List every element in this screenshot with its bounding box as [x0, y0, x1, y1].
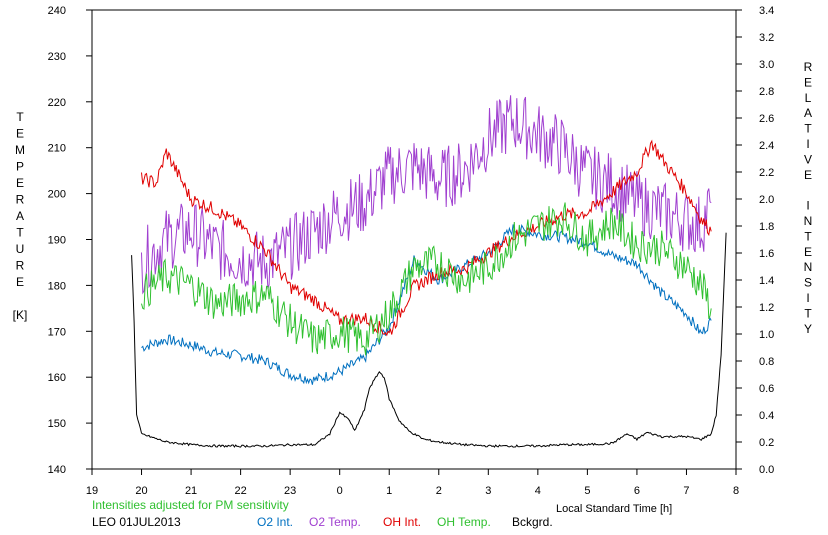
axis-label-letter: V	[804, 152, 812, 166]
y-right-tick-label: 0.6	[759, 383, 774, 395]
ticks-layer: 19 20 21 22 23 0 1 2 3 4 5 6 7 8140150160170180190200…	[48, 5, 775, 497]
y-left-tick-label: 240	[48, 5, 66, 17]
y-left-tick-label: 210	[48, 143, 66, 155]
legend-oh-int: OH Int.	[383, 515, 421, 529]
x-tick-label: 3	[485, 485, 491, 497]
y-right-tick-label: 0.8	[759, 356, 774, 368]
axis-label-letter: E	[804, 75, 812, 89]
series-oh-int	[141, 139, 712, 337]
plot-frame	[91, 9, 737, 470]
x-tick-label: 6	[634, 485, 640, 497]
axis-label-letter: A	[16, 209, 24, 223]
axis-label-letter: E	[16, 176, 24, 190]
x-tick-label: 7	[683, 485, 689, 497]
axis-label-letter: E	[804, 168, 812, 182]
axis-label-letter: I	[806, 137, 809, 151]
y-right-tick-label: 3.4	[759, 5, 774, 17]
y-right-tick-label: 1.0	[759, 329, 774, 341]
y-right-tick-label: 0.0	[759, 464, 774, 476]
y-right-tick-label: 2.6	[759, 113, 774, 125]
y-right-tick-label: 3.2	[759, 32, 774, 44]
y-right-tick-label: 1.2	[759, 302, 774, 314]
axis-label-letter: U	[16, 242, 25, 256]
legend-o2-int: O2 Int.	[257, 515, 293, 529]
axis-label-letter: T	[16, 226, 24, 240]
x-axis-label: Local Standard Time [h]	[556, 503, 672, 515]
y-left-tick-label: 150	[48, 418, 66, 430]
y-right-tick-label: 1.6	[759, 248, 774, 260]
x-tick-label: 22	[234, 485, 246, 497]
x-tick-label: 0	[337, 485, 343, 497]
x-tick-label: 21	[185, 485, 197, 497]
y-left-tick-label: 190	[48, 235, 66, 247]
x-tick-label: 1	[386, 485, 392, 497]
axis-label-letter: R	[804, 60, 813, 74]
y-right-tick-label: 0.4	[759, 410, 774, 422]
axis-label-letter: I	[806, 291, 809, 305]
legend: O2 Int. O2 Temp. OH Int. OH Temp. Bckgrd…	[257, 515, 553, 529]
sensitivity-note: Intensities adjusted for PM sensitivity	[92, 498, 289, 512]
legend-o2-temp: O2 Temp.	[309, 515, 361, 529]
station-date-label: LEO 01JUL2013	[92, 515, 181, 529]
x-tick-label: 19	[86, 485, 98, 497]
axis-label-letter: E	[16, 275, 24, 289]
y-left-tick-label: 230	[48, 51, 66, 63]
y-left-tick-label: 180	[48, 280, 66, 292]
y-right-tick-label: 2.8	[759, 86, 774, 98]
y-left-tick-label: 140	[48, 464, 66, 476]
axis-label-letter: S	[804, 276, 812, 290]
y-right-tick-label: 0.2	[759, 437, 774, 449]
axis-label-letter: I	[806, 199, 809, 213]
legend-oh-temp: OH Temp.	[437, 515, 491, 529]
y-left-tick-label: 220	[48, 97, 66, 109]
series-oh-temp	[141, 202, 712, 356]
axis-label-letter: T	[804, 229, 812, 243]
axis-label-letter: T	[804, 122, 812, 136]
axis-label-letter: E	[16, 127, 24, 141]
y-right-tick-label: 3.0	[759, 59, 774, 71]
x-tick-label: 20	[135, 485, 147, 497]
y-left-tick-label: 160	[48, 372, 66, 384]
x-tick-label: 4	[535, 485, 541, 497]
axis-label-letter: N	[804, 214, 813, 228]
axis-label-letter: R	[16, 259, 25, 273]
series-bckgrd	[131, 232, 727, 448]
x-tick-label: 23	[284, 485, 296, 497]
legend-bckgrd: Bckgrd.	[512, 515, 553, 529]
axis-label-letter: E	[804, 245, 812, 259]
x-tick-label: 5	[584, 485, 590, 497]
y-left-tick-label: 170	[48, 326, 66, 338]
y-right-tick-label: 2.2	[759, 167, 774, 179]
axis-label-letter: N	[804, 260, 813, 274]
y-right-tick-label: 1.8	[759, 221, 774, 233]
axis-label-letter: M	[15, 143, 25, 157]
axis-label-letter: L	[805, 91, 812, 105]
series-o2-temp	[141, 95, 712, 295]
y-left-tick-label: 200	[48, 189, 66, 201]
x-tick-label: 8	[733, 485, 739, 497]
axis-label-letter: P	[16, 160, 24, 174]
series-layer	[131, 95, 727, 448]
axis-label-letter: R	[16, 193, 25, 207]
axis-label-letter: Y	[804, 322, 812, 336]
series-o2-int	[141, 224, 712, 385]
y-right-tick-label: 1.4	[759, 275, 774, 287]
axis-label-letter: T	[16, 110, 24, 124]
x-tick-label: 2	[436, 485, 442, 497]
axis-label-letter: T	[804, 306, 812, 320]
y-right-tick-label: 2.0	[759, 194, 774, 206]
axis-label-letter: [K]	[13, 308, 28, 322]
y-right-tick-label: 2.4	[759, 140, 774, 152]
axis-label-letter: A	[804, 106, 812, 120]
